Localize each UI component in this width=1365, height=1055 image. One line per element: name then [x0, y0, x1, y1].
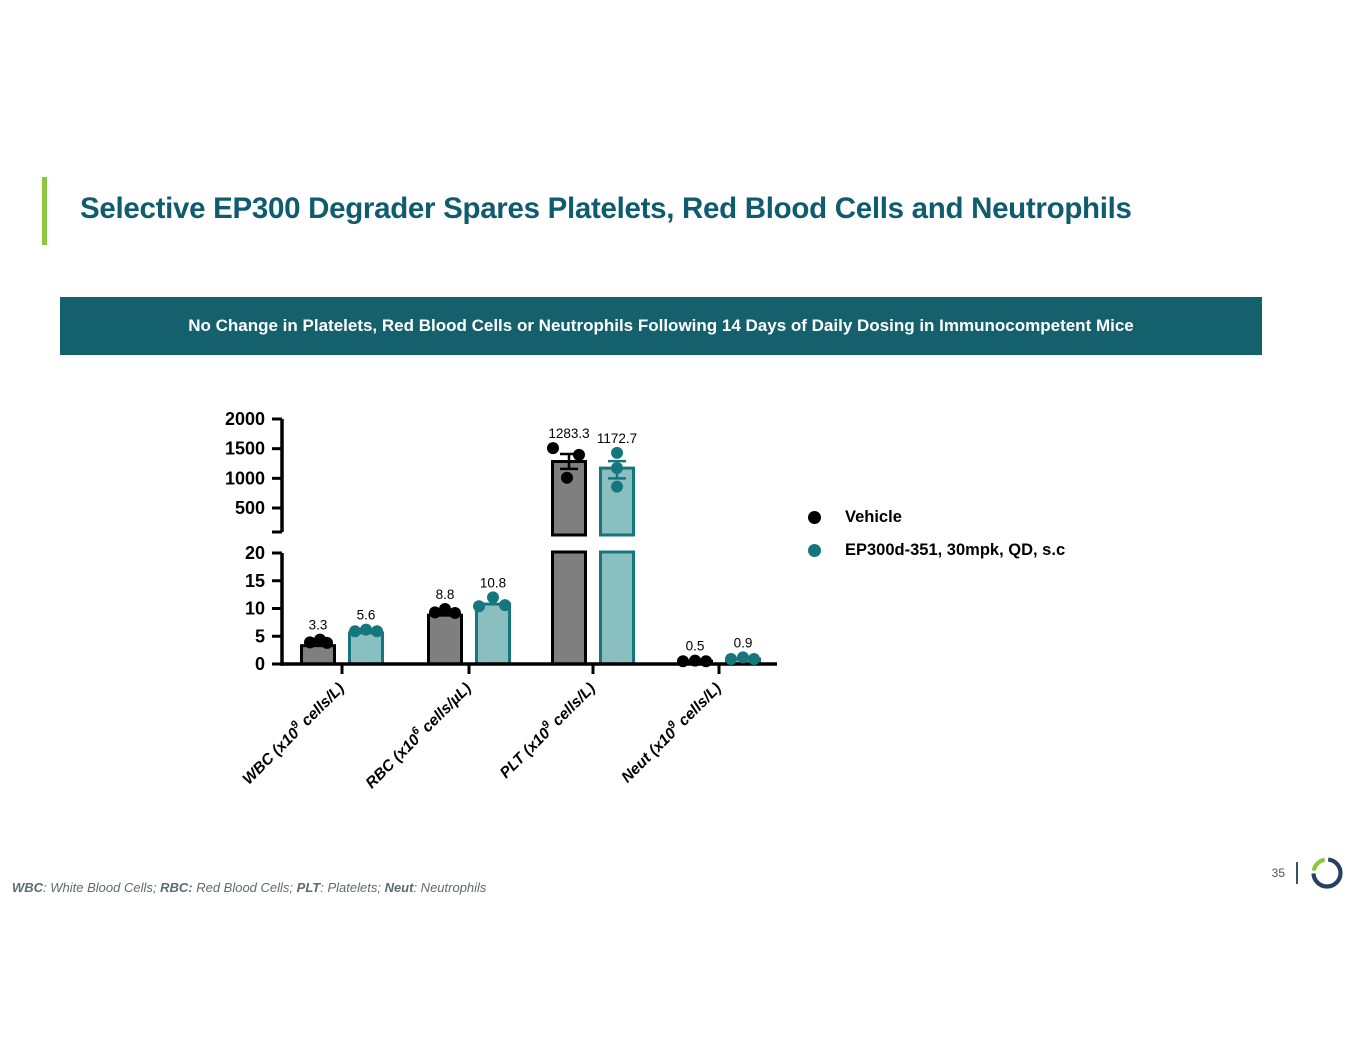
- legend-item-treatment: EP300d-351, 30mpk, QD, s.c: [808, 540, 1065, 561]
- vehicle-legend-dot-icon: [808, 511, 821, 524]
- category-label-RBC: RBC (x106 cells/µL): [360, 678, 474, 792]
- value-label: 5.6: [357, 608, 376, 623]
- y-tick-label: 5: [255, 626, 265, 646]
- bar-RBC: [475, 602, 511, 666]
- hematology-bar-chart: 500 1000 1500 2000 0 5 10 15 20 3.3 8.8 1283.3 0.5 5.…: [215, 395, 795, 825]
- footnote-segment: : White Blood Cells;: [43, 880, 161, 895]
- legend-item-vehicle: Vehicle: [808, 507, 1065, 528]
- title-accent-bar: [42, 177, 47, 245]
- y-tick-label: 2000: [225, 409, 265, 429]
- value-label: 1283.3: [548, 426, 589, 441]
- data-point: [499, 599, 511, 612]
- value-label: 0.9: [734, 635, 753, 650]
- data-point: [449, 606, 461, 619]
- data-point: [349, 625, 361, 638]
- value-label: 1172.7: [597, 431, 637, 446]
- company-logo-icon: [1311, 857, 1343, 889]
- data-point: [439, 603, 451, 616]
- chart-legend: Vehicle EP300d-351, 30mpk, QD, s.c: [808, 507, 1065, 573]
- y-tick-label: 1000: [225, 468, 265, 488]
- data-point: [725, 653, 737, 666]
- footnote-segment: RBC:: [160, 880, 193, 895]
- page-title: Selective EP300 Degrader Spares Platelet…: [80, 192, 1132, 225]
- y-tick-label: 0: [255, 654, 265, 674]
- y-tick-label: 500: [235, 498, 265, 518]
- data-point: [611, 480, 623, 493]
- data-point: [677, 655, 689, 668]
- bar-RBC: [427, 613, 463, 666]
- data-point: [611, 461, 623, 474]
- footnote-segment: Red Blood Cells;: [192, 880, 297, 895]
- data-point: [371, 625, 383, 638]
- data-point: [360, 623, 372, 636]
- bar-PLT-lower: [551, 550, 587, 666]
- data-point: [304, 636, 316, 649]
- data-point: [473, 600, 485, 613]
- footnote-segment: : Neutrophils: [413, 880, 487, 895]
- data-point: [737, 651, 749, 664]
- data-point: [700, 655, 712, 668]
- bar-WBC: [300, 644, 336, 666]
- value-label: 10.8: [480, 575, 506, 590]
- footnote-segment: PLT: [296, 880, 321, 895]
- legend-label: Vehicle: [845, 508, 902, 526]
- page-footer: 35: [1272, 855, 1345, 891]
- chart-canvas: 500 1000 1500 2000 0 5 10 15 20 3.3 8.8 1283.3 0.5 5.…: [225, 409, 777, 792]
- treatment-legend-dot-icon: [808, 544, 821, 557]
- key-message-banner: No Change in Platelets, Red Blood Cells …: [60, 297, 1262, 355]
- banner-text: No Change in Platelets, Red Blood Cells …: [188, 316, 1134, 335]
- data-point: [689, 654, 701, 667]
- legend-label: EP300d-351, 30mpk, QD, s.c: [845, 541, 1066, 559]
- abbreviation-footnote: WBC: White Blood Cells; RBC: Red Blood C…: [12, 880, 486, 895]
- bar-PLT-lower: [599, 550, 635, 666]
- y-tick-label: 1500: [225, 439, 265, 459]
- data-point: [573, 448, 585, 461]
- value-label: 3.3: [309, 618, 328, 633]
- category-label-WBC: WBC (x109 cells/L): [237, 678, 347, 788]
- category-label-Neut: Neut (x109 cells/L): [616, 678, 725, 787]
- category-label-PLT: PLT (x109 cells/L): [495, 678, 599, 782]
- footnote-segment: WBC: [12, 880, 44, 895]
- data-point: [487, 591, 499, 604]
- footnote-segment: : Platelets;: [320, 880, 385, 895]
- page-number: 35: [1271, 866, 1285, 880]
- bar-WBC: [348, 631, 384, 666]
- data-point: [748, 653, 760, 666]
- value-label: 0.5: [686, 639, 705, 654]
- data-point: [611, 446, 623, 459]
- data-point: [547, 442, 559, 455]
- y-tick-label: 10: [245, 599, 265, 619]
- footer-divider: [1296, 862, 1298, 884]
- y-tick-label: 15: [245, 571, 265, 591]
- y-tick-label: 20: [245, 543, 265, 563]
- footnote-segment: Neut: [384, 880, 414, 895]
- value-label: 8.8: [436, 587, 455, 602]
- data-point: [561, 471, 573, 484]
- data-point: [321, 636, 333, 649]
- data-point: [429, 606, 441, 619]
